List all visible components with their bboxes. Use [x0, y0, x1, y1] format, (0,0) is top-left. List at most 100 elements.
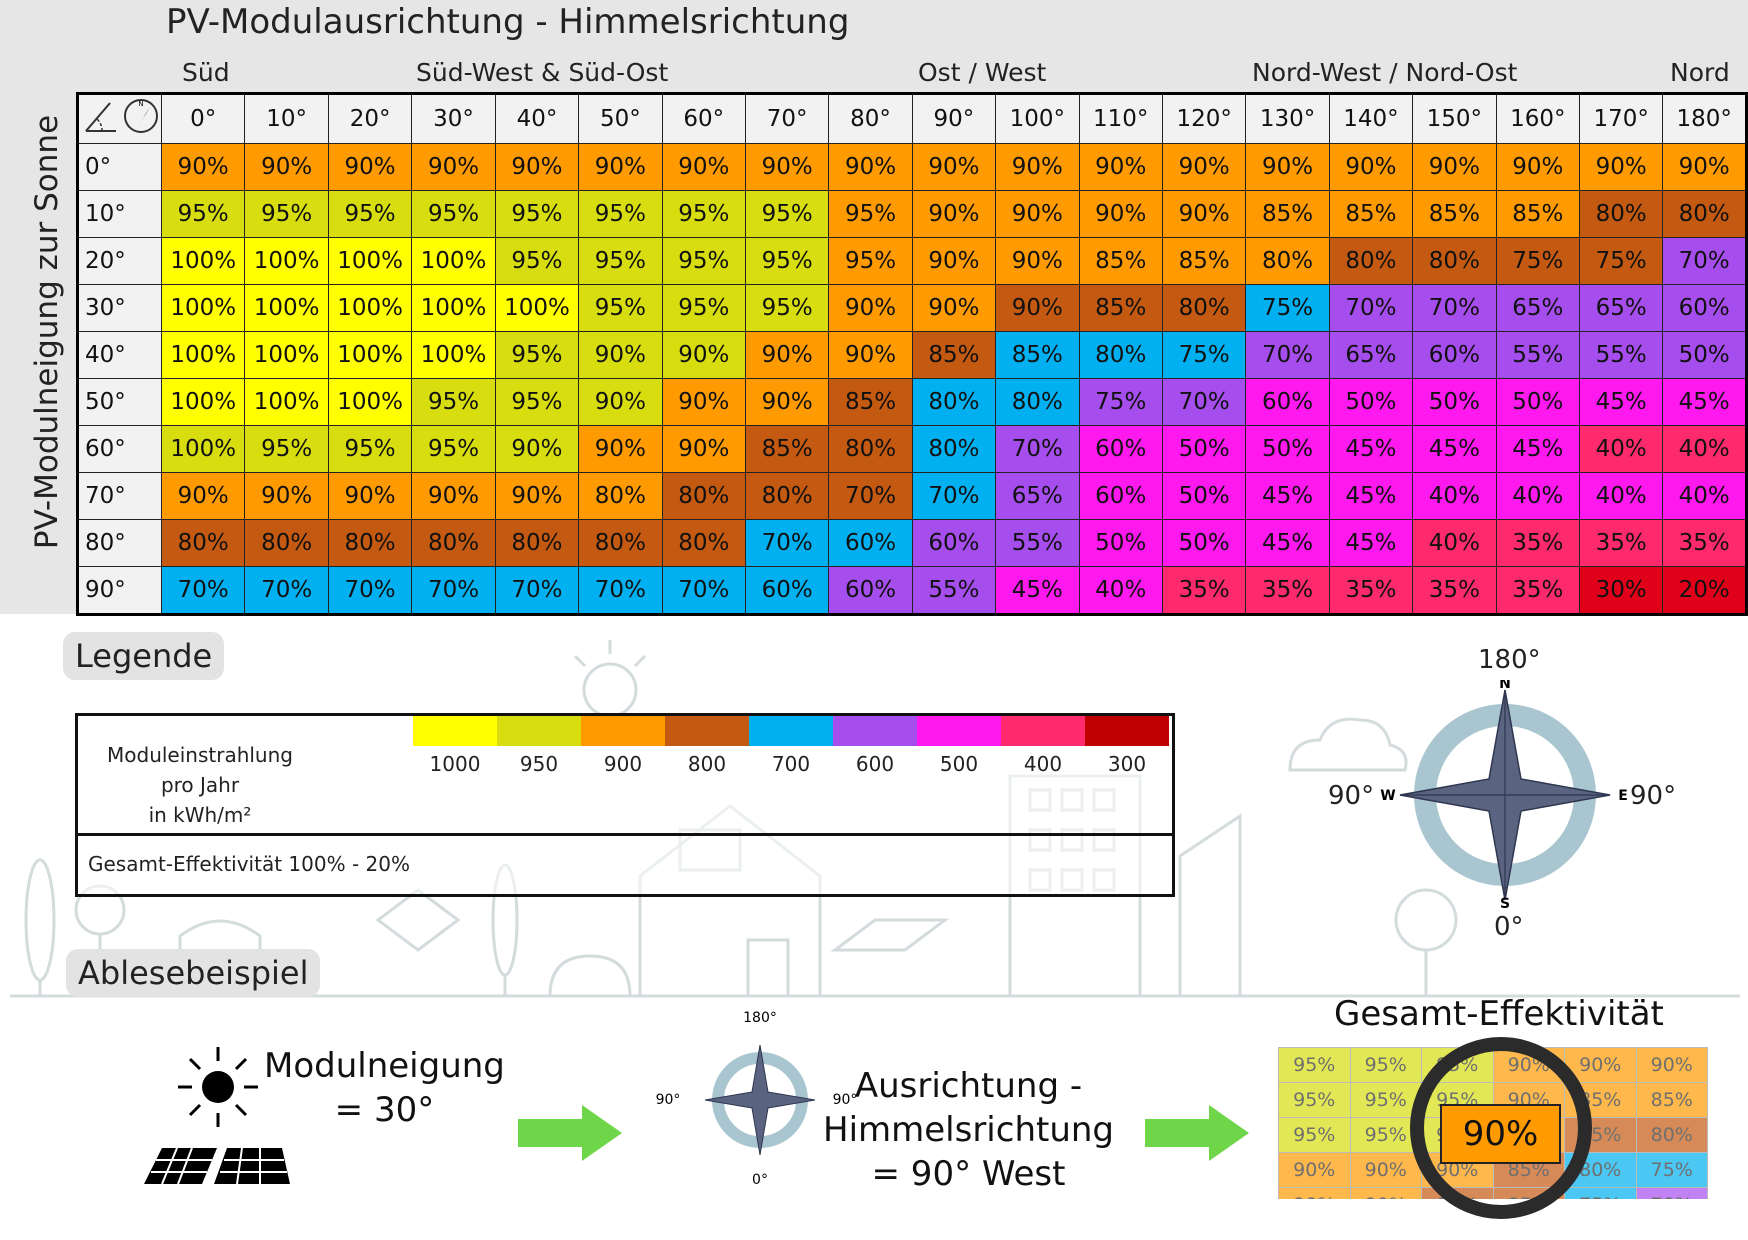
example-grid-cell: 90% [1278, 1187, 1351, 1199]
matrix-cell: 55% [911, 566, 997, 615]
matrix-cell: 70% [411, 566, 496, 615]
col-header: 70° [744, 93, 830, 144]
matrix-cell: 95% [828, 190, 913, 238]
matrix-cell: 45% [1328, 519, 1414, 567]
matrix-row: 70° 90% 90% 90% 90% 90% 80% 80% 80% 70% 70% 65% 60% 5… [77, 472, 1747, 520]
matrix-cell: 85% [911, 331, 997, 379]
matrix-row: 30° 100% 100% 100% 100% 100% 95% 95% 95% 90% 90% 90… [77, 284, 1747, 332]
legend-box: Moduleinstrahlung pro Jahr in kWh/m² 100… [75, 713, 1175, 897]
direction-label-south: Süd [182, 58, 230, 87]
matrix-cell: 90% [160, 472, 246, 520]
example-orientation-label: Ausrichtung - Himmelsrichtung = 90° West [823, 1066, 1115, 1194]
matrix-cell: 95% [494, 331, 580, 379]
svg-text:N: N [138, 100, 143, 108]
matrix-cell: 90% [1578, 143, 1664, 191]
page-title: PV-Modulausrichtung - Himmelsrichtung [166, 2, 850, 42]
arrow-right-icon [518, 1105, 622, 1161]
legend-swatch [497, 716, 581, 746]
compass-east-degree: 90° [1630, 781, 1677, 811]
legend-swatch [1085, 716, 1169, 746]
example-grid-cell: 90% [1564, 1047, 1637, 1083]
matrix-cell: 70% [1245, 331, 1330, 379]
legend-value: 800 [687, 752, 727, 776]
compass-rose-icon: N E W S [1380, 680, 1628, 910]
arrow-right-icon-2 [1145, 1105, 1249, 1161]
matrix-cell: 70% [1161, 378, 1247, 426]
matrix-cell: 100% [327, 237, 413, 285]
col-header: 50° [578, 93, 663, 144]
example-grid-cell: 95% [1278, 1082, 1351, 1118]
matrix-cell: 40% [1578, 472, 1664, 520]
matrix-cell: 90% [995, 190, 1080, 238]
matrix-cell: 90% [494, 472, 580, 520]
row-header: 10° [77, 190, 162, 238]
matrix-cell: 20% [1662, 566, 1747, 615]
legend-value: 300 [1107, 752, 1147, 776]
col-header: 110° [1078, 93, 1163, 144]
matrix-cell: 80% [661, 519, 746, 567]
matrix-cell: 100% [327, 378, 413, 426]
matrix-cell: 95% [744, 190, 830, 238]
example-grid-cell: 90% [1349, 1187, 1422, 1199]
legend-value: 950 [519, 752, 559, 776]
legend-swatch [749, 716, 833, 746]
matrix-cell: 85% [828, 378, 913, 426]
matrix-cell: 45% [1662, 378, 1747, 426]
row-header: 60° [77, 425, 162, 473]
matrix-cell: 100% [327, 284, 413, 332]
matrix-cell: 90% [828, 284, 913, 332]
matrix-cell: 70% [1412, 284, 1497, 332]
small-compass-north: 180° [743, 1010, 777, 1026]
matrix-cell: 35% [1161, 566, 1247, 615]
legend-value: 400 [1023, 752, 1063, 776]
matrix-cell: 75% [1578, 237, 1664, 285]
matrix-cell: 80% [578, 519, 663, 567]
matrix-cell: 70% [661, 566, 746, 615]
matrix-cell: 70% [744, 519, 830, 567]
matrix-cell: 90% [244, 472, 329, 520]
matrix-cell: 40% [1078, 566, 1163, 615]
legend-value: 700 [771, 752, 811, 776]
matrix-row: 80° 80% 80% 80% 80% 80% 80% 80% 70% 60% 60% 55% 50% 5… [77, 519, 1747, 567]
matrix-cell: 90% [1245, 143, 1330, 191]
matrix-cell: 70% [1328, 284, 1414, 332]
legend-swatch [665, 716, 749, 746]
col-header: 170° [1578, 93, 1664, 144]
matrix-cell: 80% [411, 519, 496, 567]
matrix-cell: 95% [494, 190, 580, 238]
matrix-cell: 50% [1161, 519, 1247, 567]
matrix-cell: 95% [828, 237, 913, 285]
matrix-cell: 90% [578, 143, 663, 191]
matrix-cell: 45% [1412, 425, 1497, 473]
matrix-cell: 100% [411, 237, 496, 285]
matrix-cell: 90% [1662, 143, 1747, 191]
compass-north-degree: 180° [1478, 645, 1541, 675]
matrix-cell: 85% [1328, 190, 1414, 238]
matrix-cell: 100% [160, 237, 246, 285]
legend-value: 900 [603, 752, 643, 776]
col-header: 90° [911, 93, 997, 144]
compass-south-degree: 0° [1494, 912, 1524, 942]
example-grid-cell: 90% [1349, 1152, 1422, 1188]
direction-label-north: Nord [1670, 58, 1730, 87]
legend-divider [78, 833, 1172, 836]
matrix-cell: 100% [244, 284, 329, 332]
matrix-cell: 95% [327, 425, 413, 473]
matrix-cell: 70% [995, 425, 1080, 473]
matrix-cell: 85% [995, 331, 1080, 379]
matrix-cell: 50% [1245, 425, 1330, 473]
matrix-cell: 85% [1495, 190, 1580, 238]
matrix-cell: 80% [1078, 331, 1163, 379]
matrix-cell: 80% [160, 519, 246, 567]
matrix-cell: 95% [411, 378, 496, 426]
matrix-cell: 35% [1245, 566, 1330, 615]
legend-values: 1000 950 900 800 700 600 500 400 300 [413, 752, 1169, 776]
matrix-row: 50° 100% 100% 100% 95% 95% 90% 90% 90% 85% 80% 80% 7… [77, 378, 1747, 426]
matrix-cell: 90% [327, 472, 413, 520]
matrix-cell: 90% [411, 472, 496, 520]
matrix-cell: 80% [828, 425, 913, 473]
matrix-cell: 65% [1328, 331, 1414, 379]
example-grid-cell: 70% [1635, 1187, 1708, 1199]
matrix-cell: 95% [744, 284, 830, 332]
col-header: 130° [1245, 93, 1330, 144]
